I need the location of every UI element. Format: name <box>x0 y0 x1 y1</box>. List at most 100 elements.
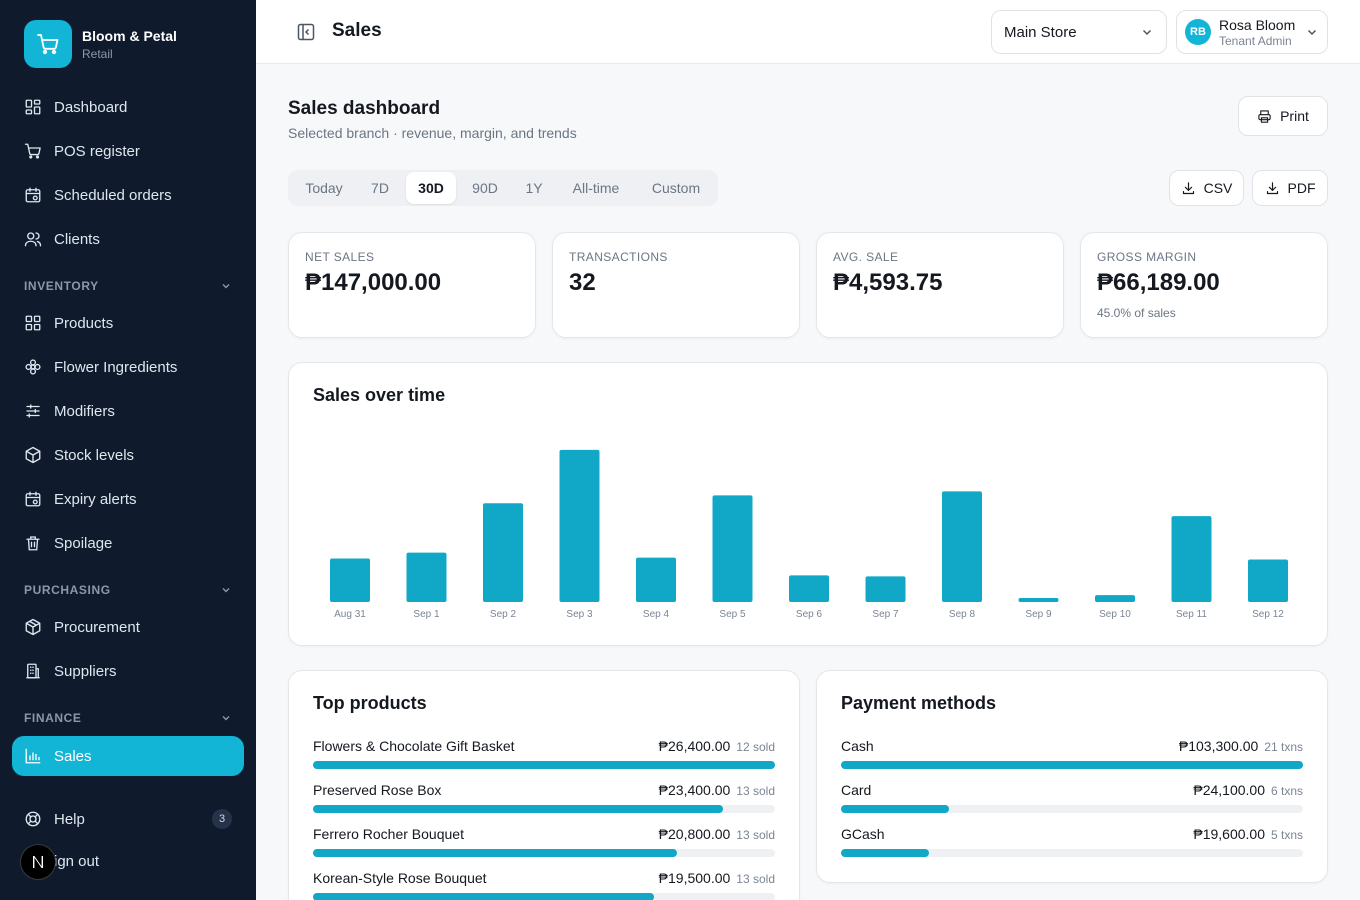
kpi-value: ₱66,189.00 <box>1097 269 1220 296</box>
top-products-card: Top products Flowers & Chocolate Gift Ba… <box>288 670 800 900</box>
user-role: Tenant Admin <box>1219 33 1292 48</box>
chart-bar[interactable] <box>942 491 982 602</box>
sidebar-item-flower-ingredients[interactable]: Flower Ingredients <box>12 347 244 387</box>
x-tick-label: Sep 9 <box>1025 609 1052 620</box>
kpi-card-net-sales: NET SALES ₱147,000.00 <box>288 232 536 338</box>
sidebar-item-spoilage[interactable]: Spoilage <box>12 523 244 563</box>
x-tick-label: Sep 12 <box>1252 609 1284 620</box>
row-name: Korean-Style Rose Bouquet <box>313 870 487 886</box>
range-tab-label: 90D <box>472 180 498 196</box>
range-tab-custom[interactable]: Custom <box>640 172 712 204</box>
chart-title: Sales over time <box>313 385 446 405</box>
kpi-value: ₱4,593.75 <box>833 269 943 296</box>
section-purchasing[interactable]: PURCHASING <box>24 583 232 597</box>
chart-bar[interactable] <box>330 558 370 602</box>
sidebar-item-dashboard[interactable]: Dashboard <box>12 87 244 127</box>
avatar: RB <box>1185 19 1211 45</box>
kpi-card-transactions: TRANSACTIONS 32 <box>552 232 800 338</box>
section-inventory[interactable]: INVENTORY <box>24 279 232 293</box>
sidebar-item-products[interactable]: Products <box>12 303 244 343</box>
kpi-label: AVG. SALE <box>833 250 899 264</box>
row-amount-group: ₱24,100.00 6 txns <box>1193 782 1303 798</box>
sidebar-item-pos-register[interactable]: POS register <box>12 131 244 171</box>
chart-bar[interactable] <box>1018 598 1059 602</box>
range-tab-90d[interactable]: 90D <box>462 172 508 204</box>
row-count: 21 txns <box>1264 740 1303 754</box>
pdf-export-button[interactable]: PDF <box>1252 170 1328 206</box>
chart-bar[interactable] <box>865 576 906 602</box>
calendar-clock-icon <box>25 491 41 507</box>
range-tab-1y[interactable]: 1Y <box>516 172 552 204</box>
progress-fill <box>313 849 677 857</box>
range-tab-all-time[interactable]: All-time <box>560 172 632 204</box>
row-amount-group: ₱20,800.00 13 sold <box>659 826 775 842</box>
row-count: 13 sold <box>736 784 775 798</box>
sidebar-item-suppliers[interactable]: Suppliers <box>12 651 244 691</box>
store-select[interactable]: Main Store <box>991 10 1167 54</box>
x-tick-label: Sep 10 <box>1099 609 1131 620</box>
top-products-title: Top products <box>313 693 427 713</box>
trash-icon <box>26 536 40 551</box>
row-name: GCash <box>841 826 885 842</box>
x-tick-label: Sep 5 <box>719 609 746 620</box>
date-range-tabs: Today 7D 30D 90D 1Y All-time Custom <box>288 170 718 206</box>
progress-fill <box>841 805 949 813</box>
chart-bar[interactable] <box>1095 595 1135 602</box>
row-amount: ₱19,500.00 <box>658 870 731 886</box>
topbar: Sales Main Store RB Rosa Bloom Tenant Ad… <box>256 0 1360 64</box>
chart-bar[interactable] <box>712 495 753 602</box>
chart-bar[interactable] <box>789 575 829 602</box>
chart-bar[interactable] <box>636 557 676 602</box>
kpi-value: ₱147,000.00 <box>305 269 442 296</box>
progress-fill <box>841 761 1303 769</box>
sliders-icon <box>26 404 40 418</box>
print-label: Print <box>1280 108 1309 124</box>
sidebar-item-scheduled-orders[interactable]: Scheduled orders <box>12 175 244 215</box>
section-label: FINANCE <box>24 711 82 725</box>
row-amount: ₱103,300.00 <box>1178 738 1259 754</box>
range-tab-today[interactable]: Today <box>292 172 356 204</box>
sidebar: Bloom & Petal Retail Dashboard POS regis… <box>0 0 256 900</box>
sidebar-item-sales[interactable]: Sales <box>12 736 244 776</box>
range-tab-30d[interactable]: 30D <box>406 172 456 204</box>
nextjs-logo-icon[interactable] <box>20 844 56 880</box>
kpi-card-avg-sale: AVG. SALE ₱4,593.75 <box>816 232 1064 338</box>
progress-track <box>313 849 775 857</box>
sign-out-button[interactable]: ign out <box>12 841 244 881</box>
print-button[interactable]: Print <box>1238 96 1328 136</box>
chart-bar[interactable] <box>559 449 600 602</box>
user-menu[interactable]: RB Rosa Bloom Tenant Admin <box>1176 10 1328 54</box>
section-finance[interactable]: FINANCE <box>24 711 232 725</box>
sidebar-item-modifiers[interactable]: Modifiers <box>12 391 244 431</box>
x-tick-label: Sep 7 <box>872 609 899 620</box>
brand[interactable]: Bloom & Petal Retail <box>24 20 177 68</box>
store-select-value: Main Store <box>1004 23 1077 41</box>
x-tick-label: Sep 1 <box>413 609 440 620</box>
range-tab-label: Custom <box>651 180 701 196</box>
row-name: Preserved Rose Box <box>313 782 442 798</box>
kpi-card-gross-margin: GROSS MARGIN ₱66,189.00 45.0% of sales <box>1080 232 1328 338</box>
sidebar-item-label: Expiry alerts <box>54 490 137 508</box>
row-count: 13 sold <box>736 828 775 842</box>
row-name: Card <box>841 782 872 798</box>
sales-bar-chart: Aug 31 Sep 1 Sep 2 Sep 3 Sep 4 Sep 5 Sep 6 Sep … <box>330 449 1288 620</box>
range-tab-7d[interactable]: 7D <box>360 172 400 204</box>
kpi-label: NET SALES <box>305 250 375 264</box>
chart-bar[interactable] <box>1171 516 1212 602</box>
csv-export-button[interactable]: CSV <box>1169 170 1244 206</box>
chart-bar[interactable] <box>1248 559 1288 602</box>
kpi-label: TRANSACTIONS <box>569 250 668 264</box>
sidebar-item-procurement[interactable]: Procurement <box>12 607 244 647</box>
sidebar-collapse-icon[interactable] <box>296 22 316 42</box>
dashboard-icon <box>25 99 41 115</box>
sidebar-item-help[interactable]: Help 3 <box>12 799 244 839</box>
help-count-badge: 3 <box>212 809 232 829</box>
chart-bar[interactable] <box>483 503 523 602</box>
sidebar-item-clients[interactable]: Clients <box>12 219 244 259</box>
sidebar-item-label: Dashboard <box>54 98 128 116</box>
chart-bar[interactable] <box>406 552 447 602</box>
dashboard-title: Sales dashboard <box>288 98 441 119</box>
kpi-value: 32 <box>569 269 596 296</box>
sidebar-item-stock-levels[interactable]: Stock levels <box>12 435 244 475</box>
sidebar-item-expiry-alerts[interactable]: Expiry alerts <box>12 479 244 519</box>
